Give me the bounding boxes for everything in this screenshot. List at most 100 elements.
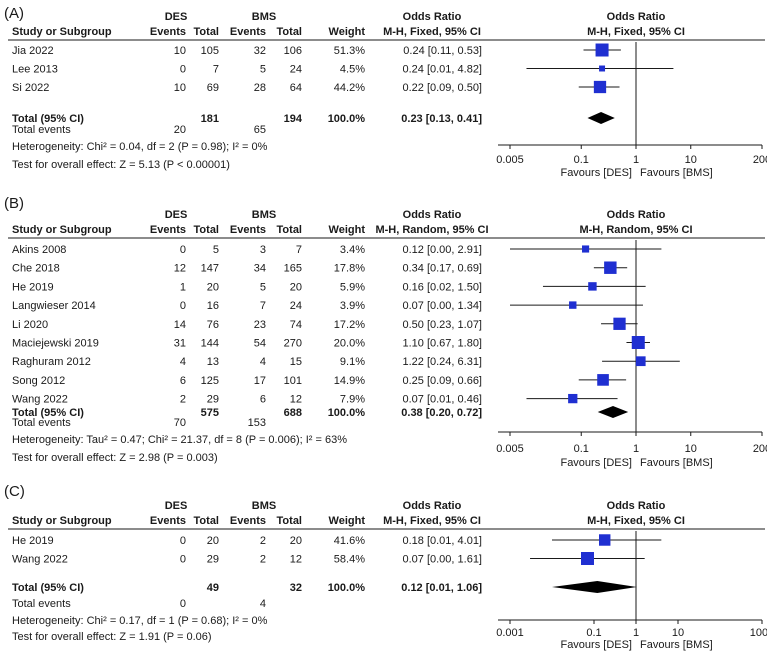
group1-header: DES — [165, 209, 188, 221]
total-ci: 0.12 [0.01, 1.06] — [401, 582, 482, 594]
events1-value: 2 — [180, 394, 186, 406]
total1-sum: 575 — [201, 407, 219, 419]
ci-value: 0.07 [0.00, 1.34] — [402, 300, 482, 312]
total2-header: Total — [277, 515, 302, 527]
total2-value: 12 — [290, 394, 302, 406]
events1-header: Events — [150, 26, 186, 38]
ci-value: 0.50 [0.23, 1.07] — [402, 319, 482, 331]
events2-value: 54 — [254, 338, 266, 350]
study-name: Langwieser 2014 — [12, 300, 96, 312]
weight-header: Weight — [329, 224, 366, 236]
events1-value: 31 — [174, 338, 186, 350]
events2-header: Events — [230, 515, 266, 527]
study-name: He 2019 — [12, 535, 54, 547]
total1-value: 20 — [207, 281, 219, 293]
total2-value: 165 — [284, 263, 302, 275]
study-square — [597, 374, 609, 386]
total-events-label: Total events — [12, 598, 71, 610]
weight-header: Weight — [329, 26, 366, 38]
total1-value: 29 — [207, 394, 219, 406]
pooled-diamond — [552, 581, 638, 593]
total2-header: Total — [277, 26, 302, 38]
events2-value: 5 — [260, 281, 266, 293]
total-weight: 100.0% — [328, 407, 366, 419]
weight-value: 58.4% — [334, 554, 365, 566]
favours-right-label: Favours [BMS] — [640, 457, 713, 469]
plot-method-header: M-H, Random, 95% CI — [579, 224, 692, 236]
group2-header: BMS — [252, 209, 276, 221]
total1-header: Total — [194, 26, 219, 38]
total-events-label: Total events — [12, 124, 71, 136]
ci-value: 0.34 [0.17, 0.69] — [402, 263, 482, 275]
weight-value: 17.8% — [334, 263, 365, 275]
total2-value: 106 — [284, 45, 302, 57]
total1-header: Total — [194, 224, 219, 236]
or-method-header: M-H, Random, 95% CI — [375, 224, 488, 236]
total-weight: 100.0% — [328, 113, 366, 125]
ci-value: 0.24 [0.01, 4.82] — [402, 64, 482, 76]
or-title: Odds Ratio — [403, 500, 462, 512]
total-label: Total (95% CI) — [12, 113, 84, 125]
total-events2: 65 — [254, 124, 266, 136]
total2-sum: 194 — [284, 113, 303, 125]
events2-value: 2 — [260, 554, 266, 566]
events1-header: Events — [150, 515, 186, 527]
study-name: Li 2020 — [12, 319, 48, 331]
x-tick-label: 0.1 — [586, 627, 601, 639]
study-name: Lee 2013 — [12, 64, 58, 76]
weight-value: 7.9% — [340, 394, 365, 406]
x-tick-label: 0.005 — [496, 443, 524, 455]
total2-value: 24 — [290, 300, 302, 312]
total-events2: 4 — [260, 598, 266, 610]
total2-value: 64 — [290, 82, 302, 94]
total1-value: 16 — [207, 300, 219, 312]
ci-value: 0.07 [0.01, 0.46] — [402, 394, 482, 406]
group1-header: DES — [165, 11, 188, 23]
weight-value: 41.6% — [334, 535, 365, 547]
events1-value: 0 — [180, 244, 186, 256]
study-col-header: Study or Subgroup — [12, 26, 112, 38]
study-square — [599, 65, 606, 72]
events1-value: 10 — [174, 45, 186, 57]
events2-value: 2 — [260, 535, 266, 547]
ci-value: 0.25 [0.09, 0.66] — [402, 375, 482, 387]
total2-value: 12 — [290, 554, 302, 566]
study-name: Si 2022 — [12, 82, 49, 94]
study-name: He 2019 — [12, 281, 54, 293]
study-name: Song 2012 — [12, 375, 65, 387]
x-tick-label: 1 — [633, 443, 639, 455]
events2-value: 32 — [254, 45, 266, 57]
events1-value: 12 — [174, 263, 186, 275]
total-weight: 100.0% — [328, 582, 366, 594]
pooled-diamond — [597, 406, 629, 418]
events1-value: 1 — [180, 281, 186, 293]
overall-effect-text: Test for overall effect: Z = 2.98 (P = 0… — [12, 452, 218, 464]
study-square — [595, 43, 609, 57]
events1-value: 4 — [180, 356, 186, 368]
x-tick-label: 1 — [633, 627, 639, 639]
heterogeneity-text: Heterogeneity: Chi² = 0.17, df = 1 (P = … — [12, 615, 268, 627]
events1-value: 0 — [180, 64, 186, 76]
or-method-header: M-H, Fixed, 95% CI — [383, 515, 481, 527]
total1-header: Total — [194, 515, 219, 527]
favours-left-label: Favours [DES] — [560, 457, 632, 469]
events1-value: 0 — [180, 300, 186, 312]
total1-value: 29 — [207, 554, 219, 566]
study-col-header: Study or Subgroup — [12, 515, 112, 527]
events2-value: 23 — [254, 319, 266, 331]
or-method-header: M-H, Fixed, 95% CI — [383, 26, 481, 38]
ci-value: 0.12 [0.00, 2.91] — [402, 244, 482, 256]
total1-sum: 49 — [207, 582, 219, 594]
events2-value: 3 — [260, 244, 266, 256]
total2-value: 74 — [290, 319, 302, 331]
weight-value: 14.9% — [334, 375, 365, 387]
events1-value: 0 — [180, 535, 186, 547]
forest-panel-b: (B) DES BMS Odds Ratio Odds Ratio Study or Su… — [4, 195, 767, 469]
total1-value: 125 — [201, 375, 219, 387]
events2-value: 7 — [260, 300, 266, 312]
total-events1: 20 — [174, 124, 186, 136]
total2-value: 15 — [290, 356, 302, 368]
group2-header: BMS — [252, 500, 276, 512]
events1-header: Events — [150, 224, 186, 236]
study-square — [613, 317, 626, 330]
